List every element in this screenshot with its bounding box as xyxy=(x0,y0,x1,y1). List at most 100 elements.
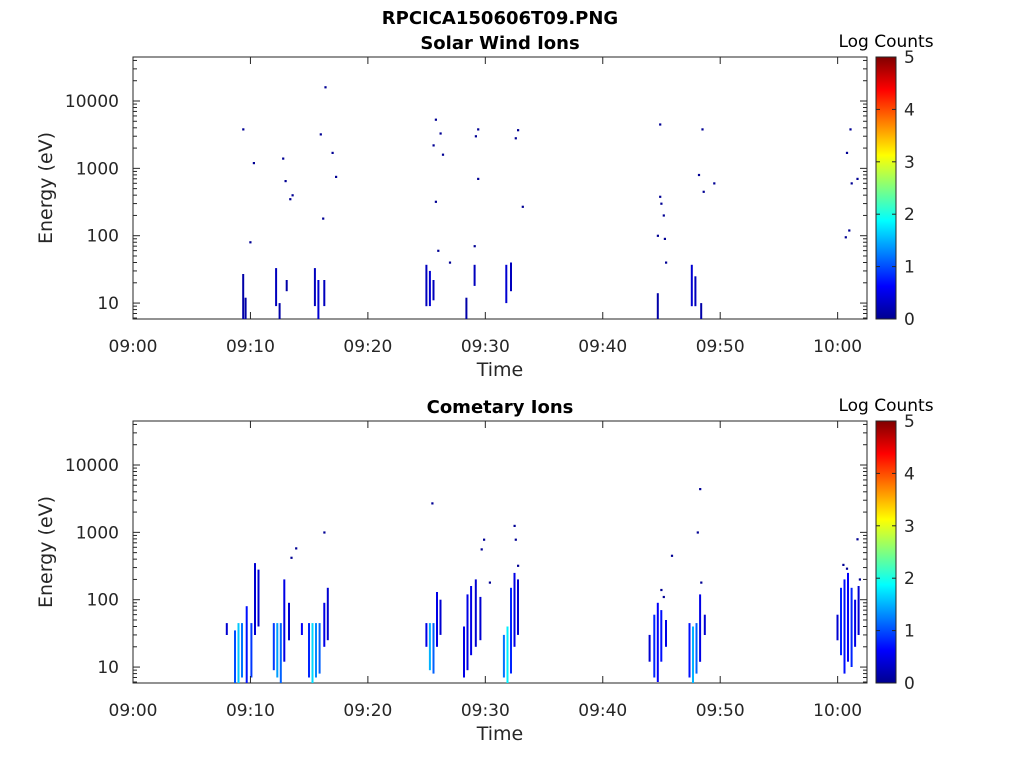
colorbar-tick-label: 2 xyxy=(904,205,915,225)
heatmap-column xyxy=(436,592,438,647)
heatmap-column xyxy=(857,586,860,635)
x-axis-label-cometary: Time xyxy=(476,723,524,745)
heatmap-column xyxy=(517,579,519,635)
heatmap-point xyxy=(663,237,666,240)
x-axis-cometary: 09:00 09:10 09:20 09:30 09:40 09:50 10:00 xyxy=(109,421,862,721)
heatmap-column xyxy=(300,623,303,635)
heatmap-point xyxy=(295,547,298,550)
heatmap-column xyxy=(283,579,286,662)
heatmap-column xyxy=(502,634,505,678)
heatmap-point xyxy=(858,578,861,581)
heatmap-column xyxy=(688,623,691,678)
colorbar-tick-label: 0 xyxy=(904,310,915,330)
colorbar-tick-label: 3 xyxy=(904,153,915,173)
heatmap-point xyxy=(699,488,702,491)
heatmap-column xyxy=(513,572,516,647)
heatmap-column xyxy=(428,623,431,671)
x-tick-label: 09:30 xyxy=(461,701,510,721)
heatmap-point xyxy=(514,538,517,541)
heatmap-point xyxy=(477,177,480,180)
heatmap-point xyxy=(477,128,480,131)
heatmap-point xyxy=(845,567,849,570)
heatmap-column xyxy=(465,297,468,319)
heatmap-column xyxy=(234,630,236,683)
heatmap-point xyxy=(439,132,442,135)
heatmap-point xyxy=(662,595,665,599)
x-tick-label: 09:10 xyxy=(226,701,275,721)
x-tick-label: 09:30 xyxy=(461,337,510,357)
heatmap-point xyxy=(291,194,294,197)
heatmap-column xyxy=(510,587,512,674)
heatmap-column xyxy=(308,623,310,678)
heatmap-column xyxy=(850,587,853,667)
heatmap-column xyxy=(505,264,508,304)
heatmap-point xyxy=(660,202,663,205)
y-axis-solar-wind: 10 100 1000 10000 xyxy=(65,59,867,319)
heatmap-column xyxy=(656,293,659,319)
x-tick-label: 09:10 xyxy=(226,337,275,357)
heatmap-column xyxy=(703,614,706,635)
heatmap-column xyxy=(278,303,281,319)
heatmap-column xyxy=(843,579,846,674)
heatmap-column xyxy=(854,599,857,647)
heatmap-column xyxy=(245,606,248,683)
plot-area-cometary xyxy=(132,420,868,684)
heatmap-point xyxy=(702,190,705,193)
heatmap-point xyxy=(473,245,476,248)
heatmap-cells-solar-wind xyxy=(242,86,859,319)
heatmap-point xyxy=(850,182,853,185)
x-tick-label: 09:20 xyxy=(343,701,392,721)
heatmap-column xyxy=(470,586,473,656)
colorbar-cometary xyxy=(875,420,897,684)
y-axis-label-cometary: Energy (eV) xyxy=(35,496,57,608)
heatmap-point xyxy=(242,128,245,131)
heatmap-point xyxy=(431,502,434,505)
heatmap-column xyxy=(432,280,435,301)
colorbar-tick-label: 3 xyxy=(904,517,915,537)
heatmap-point xyxy=(659,123,662,126)
heatmap-point xyxy=(289,198,292,201)
y-tick-label: 1000 xyxy=(76,159,119,179)
heatmap-point xyxy=(252,162,255,165)
heatmap-column xyxy=(425,264,428,307)
heatmap-point xyxy=(697,173,701,177)
heatmap-column xyxy=(847,572,849,662)
colorbar-tick-label: 4 xyxy=(904,100,915,120)
colorbar-tick-label: 1 xyxy=(904,622,915,642)
heatmap-point xyxy=(856,538,859,541)
heatmap-column xyxy=(318,623,321,674)
heatmap-column xyxy=(275,268,278,307)
heatmap-column xyxy=(699,594,702,662)
heatmap-point xyxy=(319,133,322,136)
heatmap-column xyxy=(313,268,316,307)
heatmap-point xyxy=(335,175,338,178)
colorbar-ticks-solar-wind: 0 1 2 3 4 5 xyxy=(876,48,915,330)
heatmap-column xyxy=(242,274,245,319)
heatmap-column xyxy=(656,602,659,682)
heatmap-point xyxy=(517,564,520,567)
heatmap-point xyxy=(659,195,662,198)
heatmap-cells-cometary xyxy=(225,488,861,683)
heatmap-column xyxy=(244,297,247,319)
heatmap-column xyxy=(315,623,317,678)
heatmap-point xyxy=(665,261,668,264)
y-tick-label: 10 xyxy=(97,658,119,678)
x-tick-label: 09:50 xyxy=(696,701,745,721)
heatmap-point xyxy=(513,524,516,527)
heatmap-point xyxy=(713,182,716,185)
heatmap-column xyxy=(648,634,651,662)
heatmap-column xyxy=(439,599,442,635)
heatmap-column xyxy=(653,614,656,678)
y-tick-label: 1000 xyxy=(76,523,119,543)
heatmap-point xyxy=(282,157,285,160)
heatmap-point xyxy=(249,241,252,244)
colorbar-tick-label: 2 xyxy=(904,569,915,589)
heatmap-column xyxy=(692,626,694,683)
heatmap-point xyxy=(842,563,845,566)
y-tick-label: 10000 xyxy=(65,456,119,476)
x-tick-label: 10:00 xyxy=(813,337,862,357)
heatmap-point xyxy=(696,531,699,534)
x-tick-label: 09:40 xyxy=(578,701,627,721)
colorbar-tick-label: 4 xyxy=(904,464,915,484)
